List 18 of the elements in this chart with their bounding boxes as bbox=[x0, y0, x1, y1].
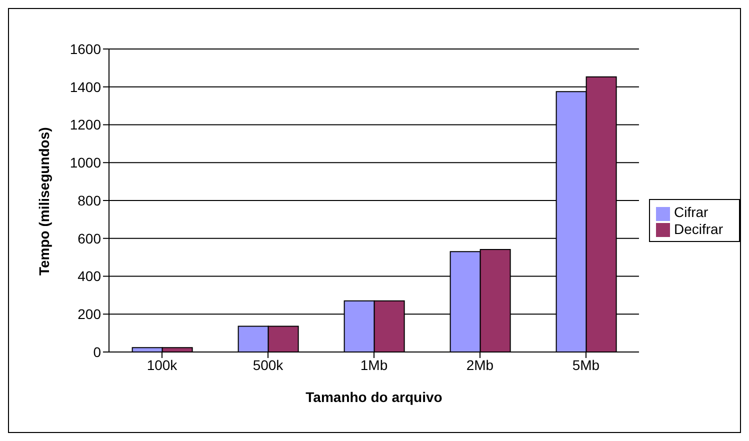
x-tick-label: 5Mb bbox=[572, 356, 600, 373]
x-tick-label: 100k bbox=[146, 356, 178, 373]
legend-label: Cifrar bbox=[674, 204, 708, 220]
x-tick-label: 1Mb bbox=[360, 356, 388, 373]
y-tick-label: 800 bbox=[78, 192, 102, 208]
x-axis-title: Tamanho do arquivo bbox=[306, 389, 442, 405]
x-tick-label: 500k bbox=[252, 356, 284, 373]
y-tick-label: 1200 bbox=[70, 116, 102, 133]
y-tick-label: 400 bbox=[78, 268, 102, 284]
y-tick-label: 200 bbox=[78, 306, 102, 322]
x-tick-label: 2Mb bbox=[466, 356, 494, 373]
legend-label: Decifrar bbox=[674, 220, 723, 236]
y-tick-label: 1400 bbox=[70, 78, 102, 95]
y-tick-label: 1000 bbox=[70, 154, 102, 171]
y-tick-label: 600 bbox=[78, 230, 102, 246]
y-tick-label: 0 bbox=[93, 344, 102, 360]
y-axis-title: Tempo (milisegundos) bbox=[36, 127, 52, 276]
y-tick-label: 1600 bbox=[70, 40, 102, 57]
